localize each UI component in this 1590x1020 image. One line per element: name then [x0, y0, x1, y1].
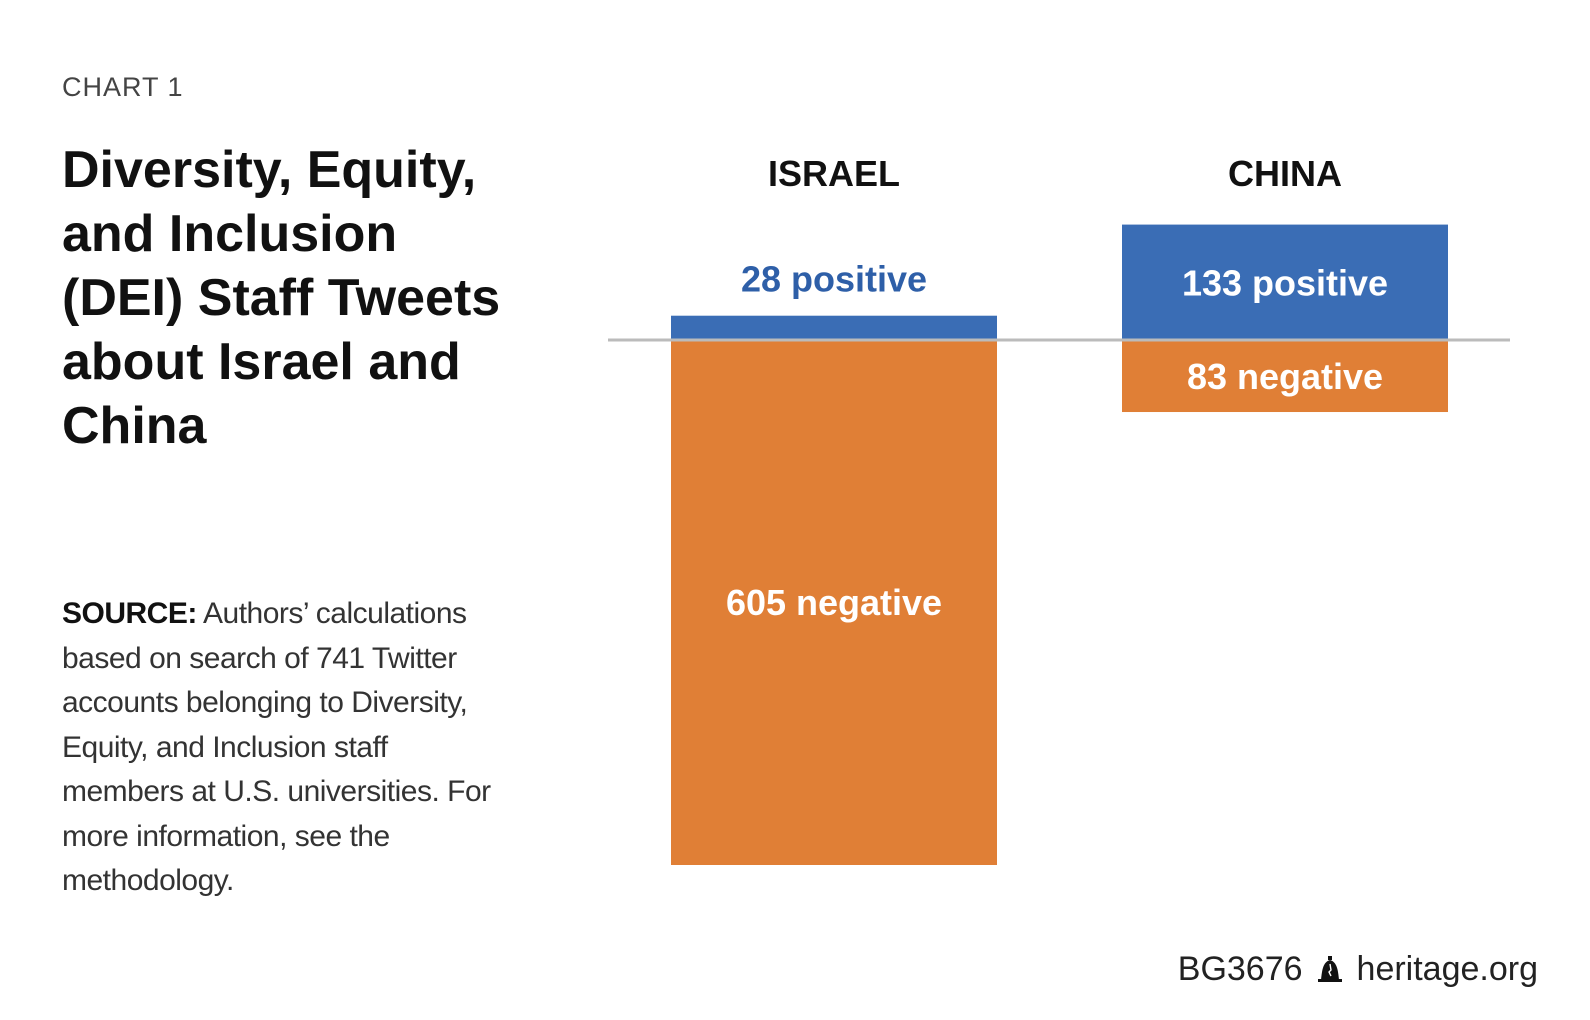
footer: BG3676 heritage.org — [1178, 950, 1538, 989]
source-note: SOURCE: Authors’ calculations based on s… — [62, 592, 502, 904]
site-link[interactable]: heritage.org — [1356, 950, 1538, 988]
source-lead: SOURCE: — [62, 597, 197, 630]
category-label-china: CHINA — [1228, 153, 1342, 194]
bar-negative-israel — [671, 340, 997, 865]
bar-positive-israel — [671, 315, 997, 340]
source-text: Authors’ calculations based on search of… — [62, 597, 491, 897]
data-label-negative-israel: 605 negative — [726, 582, 942, 623]
liberty-bell-icon — [1317, 955, 1342, 982]
data-label-positive-israel: 28 positive — [741, 259, 927, 300]
data-label-positive-china: 133 positive — [1182, 262, 1388, 303]
category-label-israel: ISRAEL — [768, 153, 900, 194]
chart-kicker: CHART 1 — [62, 72, 184, 102]
chart-title: Diversity, Equity, and Inclusion (DEI) S… — [62, 141, 501, 455]
bar-negative-china — [1122, 340, 1448, 413]
bar-positive-china — [1122, 224, 1448, 340]
report-code: BG3676 — [1177, 950, 1303, 988]
data-label-negative-china: 83 negative — [1187, 356, 1383, 397]
